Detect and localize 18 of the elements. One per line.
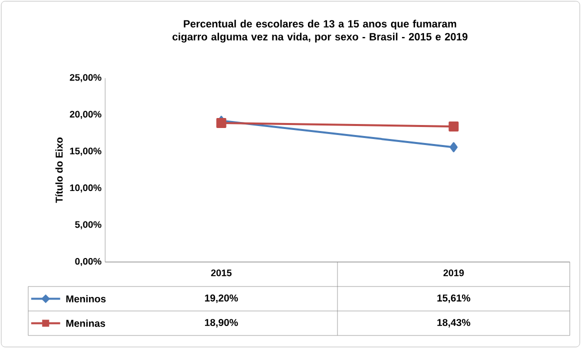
data-label: 15,61% [437, 294, 470, 303]
legend-label: Meninos [66, 295, 106, 302]
data-label: 19,20% [205, 294, 238, 303]
y-tick-label: 15,00% [70, 148, 102, 156]
x-tick-label: 2015 [211, 269, 232, 276]
y-axis-title: Título do Eixo [55, 137, 63, 203]
data-label: 18,43% [437, 318, 470, 328]
data-label: 18,90% [205, 318, 238, 328]
y-tick-label: 10,00% [70, 184, 102, 192]
y-tick-label: 20,00% [70, 110, 102, 119]
point [448, 121, 459, 132]
point [450, 142, 458, 152]
y-tick-label: 5,00% [75, 221, 102, 230]
chart-title: Percentual de escolares de 13 a 15 anos que fumaram cigarro alguma vez na vida, por sexo - Brasil - 2015 e 2019 [172, 20, 468, 42]
y-tick-label: 25,00% [70, 74, 102, 82]
y-tick-label: 0,00% [75, 258, 102, 266]
x-tick-label: 2019 [443, 269, 464, 276]
legend-label: Meninas [66, 319, 106, 327]
